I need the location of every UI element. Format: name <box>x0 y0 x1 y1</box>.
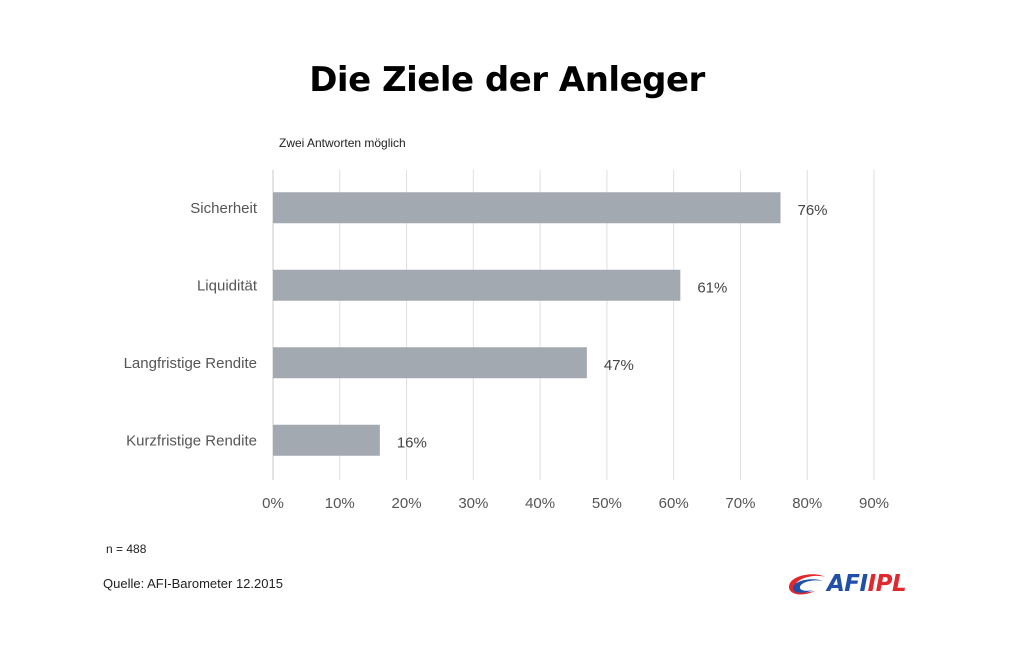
bar <box>273 347 587 379</box>
bar <box>273 269 681 301</box>
value-label: 76% <box>798 202 828 219</box>
x-tick-label: 80% <box>792 495 822 512</box>
x-tick-label: 0% <box>262 495 284 512</box>
afi-ipl-logo: AFIIPL <box>785 566 935 602</box>
category-label: Kurzfristige Rendite <box>126 432 257 449</box>
category-label: Langfristige Rendite <box>124 355 257 372</box>
value-label: 16% <box>397 434 427 451</box>
bars <box>273 192 781 456</box>
chart-subtitle: Zwei Antworten möglich <box>279 136 406 150</box>
labels: 0% 10% 20% 30% 40% 50% 60% 70% 80% 90% Sicherheit 7… <box>124 200 889 512</box>
logo-swoosh-icon <box>789 574 825 595</box>
x-tick-label: 20% <box>392 495 422 512</box>
logo-text: AFIIPL <box>827 571 907 597</box>
x-tick-label: 60% <box>659 495 689 512</box>
logo-text-afi: AFI <box>827 571 868 597</box>
x-tick-label: 50% <box>592 495 622 512</box>
x-tick-label: 10% <box>325 495 355 512</box>
source-note: Quelle: AFI-Barometer 12.2015 <box>103 576 283 591</box>
logo-text-ipl: IPL <box>867 571 907 597</box>
x-tick-label: 30% <box>458 495 488 512</box>
category-label: Liquidität <box>197 277 258 294</box>
x-tick-label: 90% <box>859 495 889 512</box>
x-tick-label: 40% <box>525 495 555 512</box>
bar <box>273 424 380 456</box>
chart-title: Die Ziele der Anleger <box>309 60 705 100</box>
sample-size-note: n = 488 <box>106 542 147 556</box>
x-tick-label: 70% <box>725 495 755 512</box>
bar <box>273 192 781 224</box>
value-label: 47% <box>604 357 634 374</box>
value-label: 61% <box>697 279 727 296</box>
category-label: Sicherheit <box>190 200 258 217</box>
